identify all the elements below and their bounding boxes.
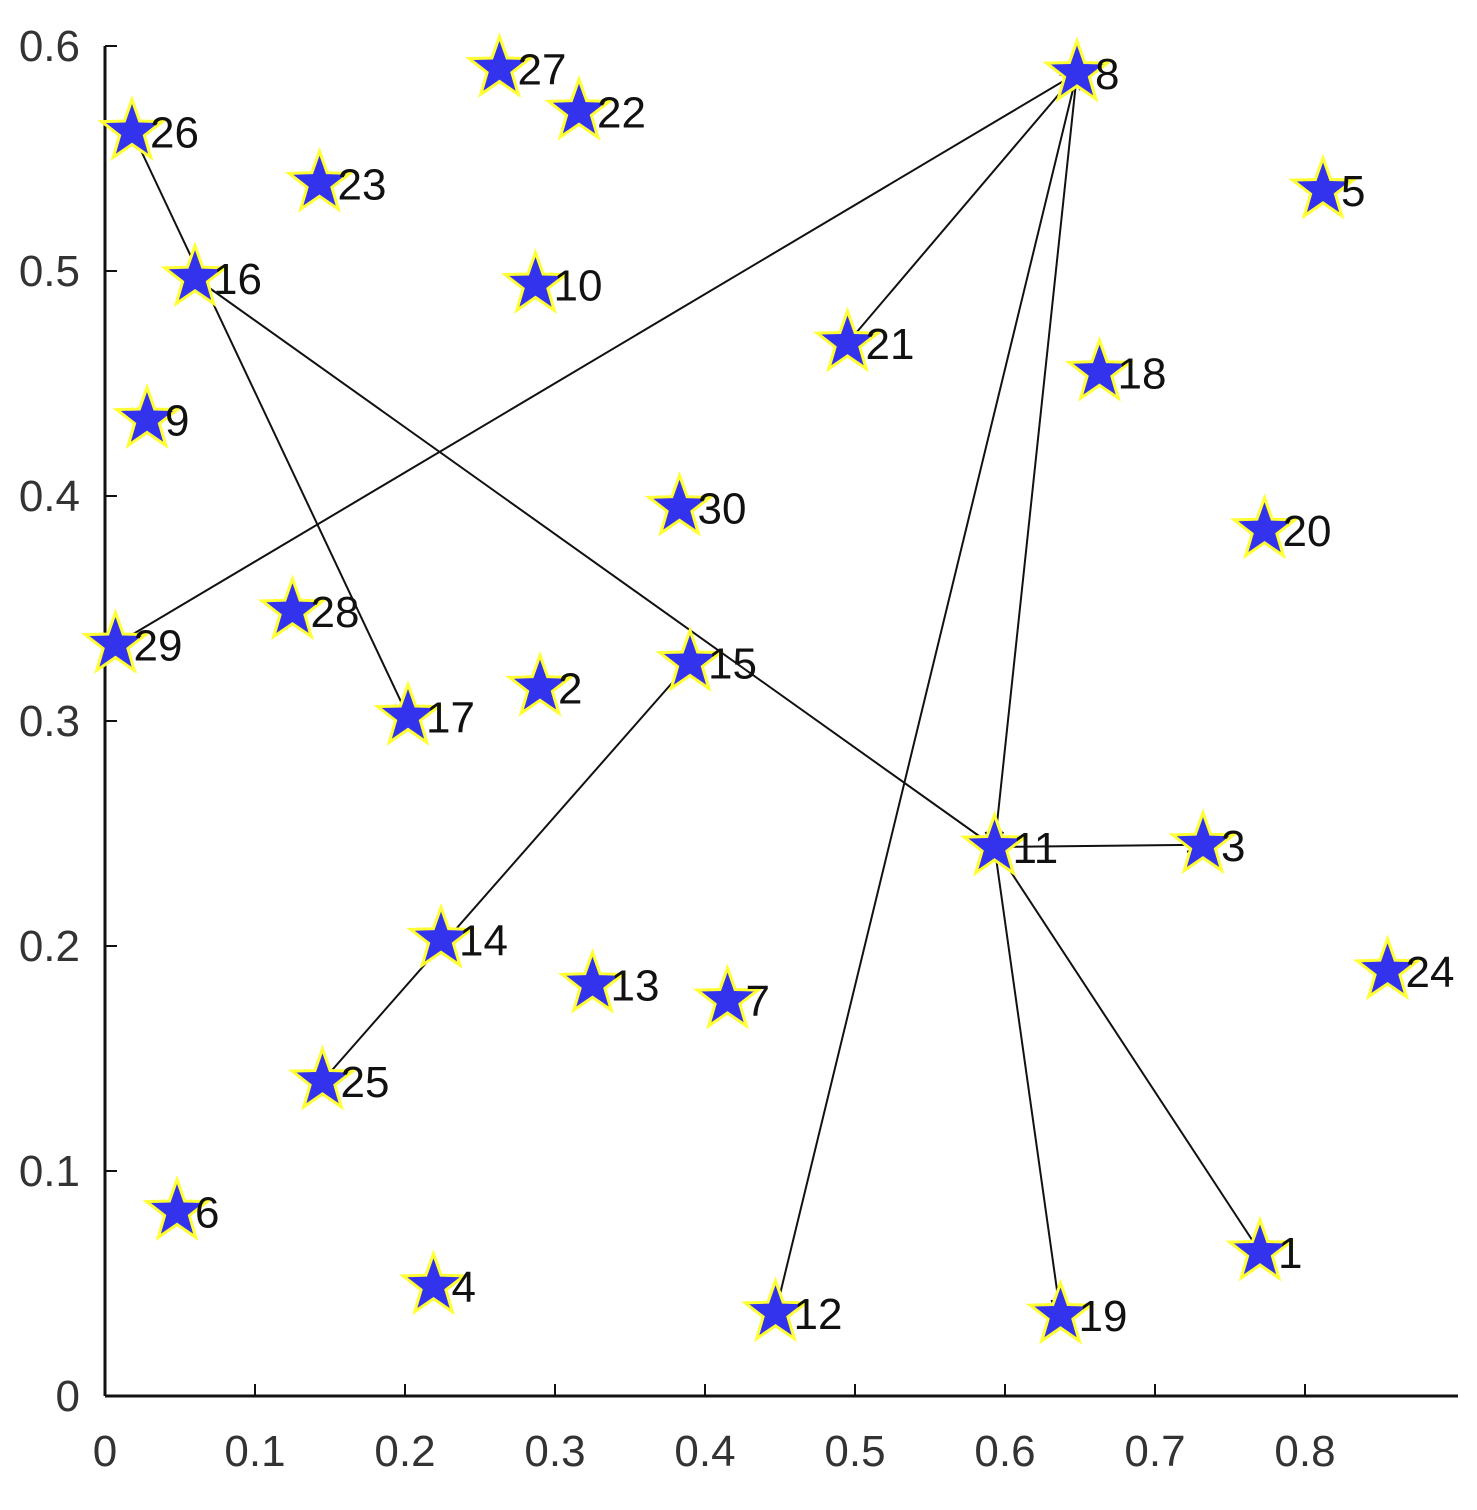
node-label-23: 23	[338, 160, 387, 209]
x-tick-label: 0.7	[1124, 1427, 1185, 1476]
star-marker-22	[544, 74, 614, 141]
node-label-11: 11	[1013, 824, 1059, 873]
node-label-14: 14	[459, 916, 508, 965]
x-tick-label: 0.4	[674, 1427, 735, 1476]
star-marker-4	[398, 1249, 469, 1316]
node-label-17: 17	[426, 694, 475, 743]
star-marker-25	[287, 1044, 358, 1111]
node-label-20: 20	[1283, 507, 1332, 556]
star-marker-9	[112, 382, 182, 450]
star-marker-8	[1042, 36, 1112, 103]
star-marker-18	[1064, 335, 1135, 402]
star-marker-26	[97, 94, 167, 162]
star-marker-15	[655, 625, 725, 693]
node-label-9: 9	[165, 397, 189, 446]
star-marker-11	[959, 810, 1030, 877]
node-label-27: 27	[518, 46, 567, 95]
edge-16-to-11	[194, 276, 996, 848]
star-marker-12	[740, 1276, 811, 1343]
node-label-15: 15	[708, 640, 757, 689]
node-label-4: 4	[452, 1263, 476, 1312]
node-label-12: 12	[794, 1290, 843, 1339]
node-label-layer: 1234567891011121314151617181920212223242…	[134, 46, 1455, 1342]
node-label-10: 10	[554, 262, 603, 311]
node-label-28: 28	[311, 588, 360, 637]
x-tick-label: 0	[93, 1427, 117, 1476]
star-marker-27	[464, 31, 535, 99]
star-marker-2	[505, 650, 575, 717]
star-marker-7	[692, 963, 763, 1030]
x-tick-label: 0.2	[374, 1427, 435, 1476]
star-marker-14	[406, 902, 476, 969]
node-label-7: 7	[746, 977, 770, 1026]
x-tick-label: 0.5	[824, 1427, 885, 1476]
node-label-26: 26	[150, 109, 199, 158]
node-label-1: 1	[1278, 1229, 1302, 1278]
y-axis-ticks: 0 0.1 0.2 0.3 0.4 0.5 0.6	[19, 22, 117, 1421]
star-marker-1	[1225, 1215, 1295, 1282]
edge-8-to-21	[846, 72, 1078, 344]
y-tick-label: 0.6	[19, 22, 80, 71]
star-marker-16	[160, 241, 230, 308]
edge-11-to-19	[993, 846, 1062, 1316]
edge-8-to-11	[993, 72, 1078, 848]
node-label-13: 13	[611, 961, 660, 1010]
star-marker-13	[557, 947, 628, 1014]
edge-15-to-25	[321, 661, 691, 1082]
edge-11-to-3	[994, 843, 1204, 848]
node-label-8: 8	[1095, 50, 1119, 99]
node-label-16: 16	[213, 255, 262, 304]
node-label-22: 22	[597, 88, 646, 137]
edge-layer	[114, 70, 1262, 1318]
edge-29-to-8	[114, 72, 1078, 646]
x-tick-label: 0.8	[1274, 1427, 1335, 1476]
node-label-6: 6	[195, 1189, 219, 1238]
edge-26-to-17	[131, 131, 409, 717]
node-layer	[80, 31, 1423, 1345]
x-tick-label: 0.1	[224, 1427, 285, 1476]
node-label-25: 25	[341, 1058, 390, 1107]
edge-11-to-1	[993, 846, 1261, 1253]
edge-12-to-8	[774, 72, 1078, 1313]
node-label-5: 5	[1341, 167, 1365, 216]
node-label-29: 29	[134, 622, 183, 671]
star-marker-28	[257, 574, 328, 641]
star-marker-29	[80, 607, 151, 675]
node-label-3: 3	[1221, 822, 1245, 871]
star-marker-3	[1168, 808, 1238, 875]
node-label-30: 30	[698, 484, 747, 533]
star-marker-21	[812, 306, 883, 373]
star-marker-30	[644, 470, 715, 537]
node-label-24: 24	[1406, 948, 1455, 997]
y-tick-label: 0.5	[19, 247, 80, 296]
node-label-21: 21	[866, 320, 915, 369]
star-marker-6	[142, 1174, 212, 1242]
star-marker-17	[373, 679, 443, 747]
star-marker-20	[1229, 493, 1300, 560]
node-label-18: 18	[1118, 349, 1167, 398]
y-tick-label: 0.1	[19, 1147, 80, 1196]
star-marker-19	[1025, 1278, 1096, 1345]
x-tick-label: 0.3	[524, 1427, 585, 1476]
y-tick-label: 0	[56, 1372, 80, 1421]
star-marker-23	[284, 146, 355, 213]
node-label-19: 19	[1079, 1292, 1128, 1341]
node-label-2: 2	[558, 664, 582, 713]
star-marker-24	[1352, 934, 1423, 1001]
star-marker-5	[1288, 153, 1358, 220]
star-marker-10	[500, 247, 571, 315]
y-tick-label: 0.2	[19, 922, 80, 971]
y-tick-label: 0.4	[19, 472, 80, 521]
x-axis-ticks: 0 0.1 0.2 0.3 0.4 0.5 0.6 0.7 0.8	[93, 1384, 1336, 1476]
y-tick-label: 0.3	[19, 697, 80, 746]
x-tick-label: 0.6	[974, 1427, 1035, 1476]
